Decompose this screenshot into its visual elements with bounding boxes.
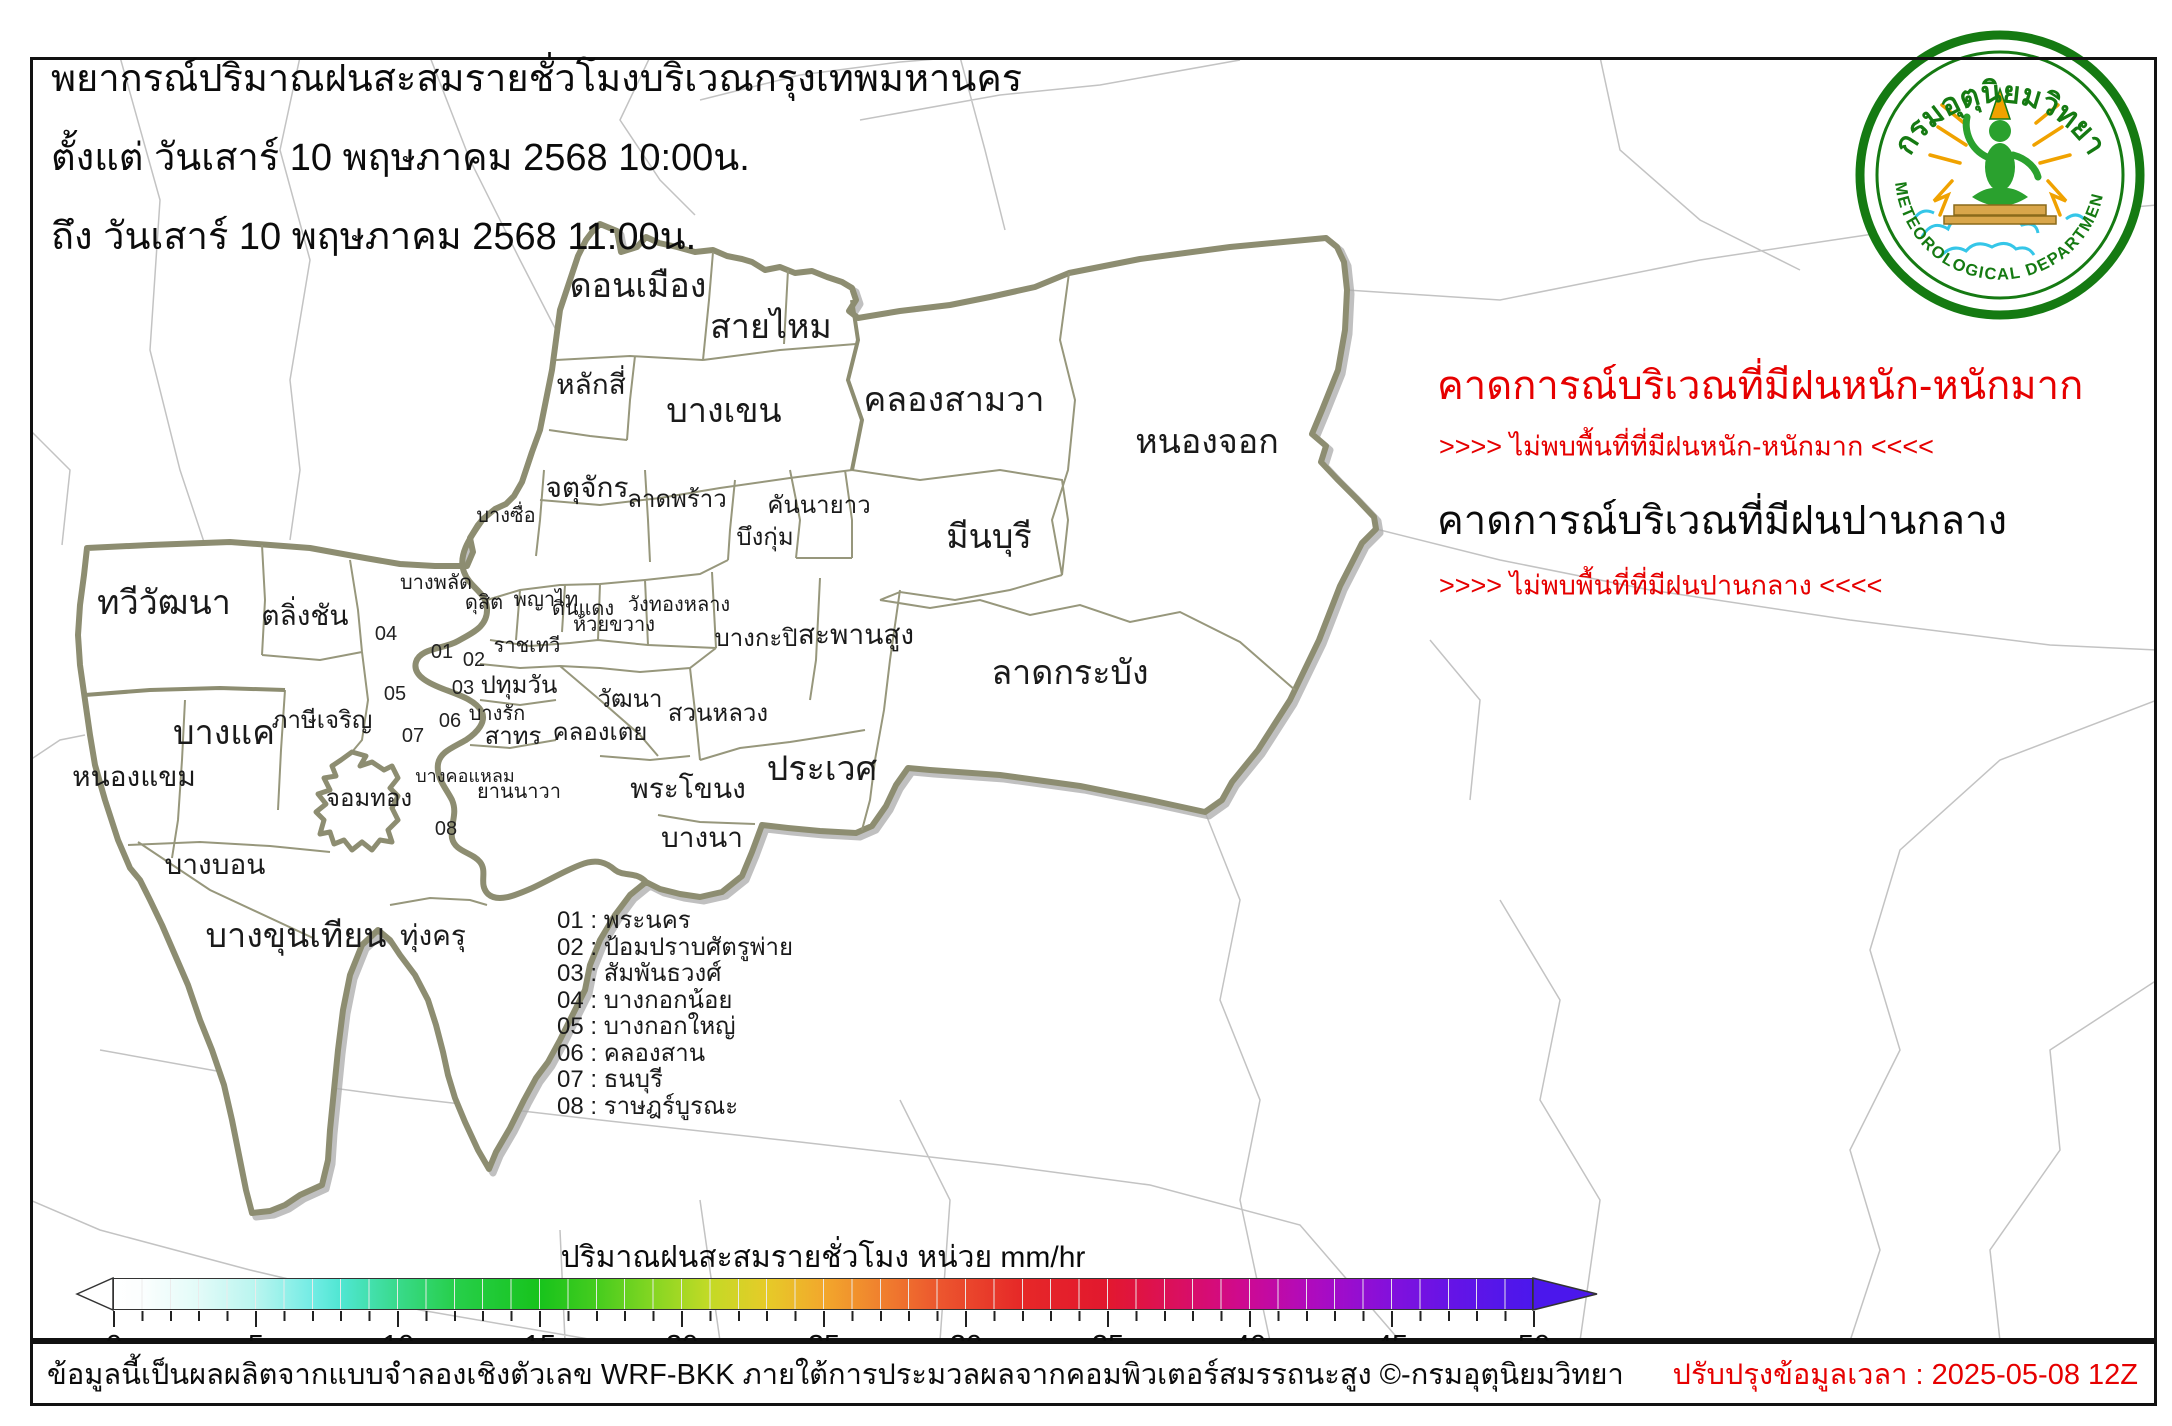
colorbar-left-arrow (75, 1276, 114, 1312)
district-label: สวนหลวง (668, 700, 768, 727)
district-label: ราชเทวี (494, 635, 561, 657)
district-label: คลองเตย (553, 719, 648, 746)
legend-row: 02 : ป้อมปราบศัตรูพ่าย (557, 933, 794, 961)
district-label: หนองจอก (1135, 423, 1279, 461)
legend-row: 03 : สัมพันธวงศ์ (557, 960, 722, 987)
district-number: 03 (452, 677, 474, 699)
chao-phraya-river-line (412, 517, 649, 901)
district-label: ทุ่งครุ (400, 920, 466, 953)
district-label: ลาดพร้าว (627, 486, 726, 513)
colorbar-right-arrow (1532, 1277, 1598, 1311)
district-number: 01 (431, 641, 453, 663)
district-label: ห้วยขวาง (573, 614, 655, 636)
bangkok-outer-boundary (75, 221, 1379, 1216)
district-label: สะพานสูง (798, 619, 914, 652)
district-label: จตุจักร (546, 472, 629, 505)
district-label: บางบอน (165, 849, 266, 880)
district-label: ดอนเมือง (570, 267, 707, 305)
district-label: หนองแขม (72, 761, 196, 792)
district-label: มีนบุรี (946, 518, 1032, 557)
page-title: พยากรณ์ปริมาณฝนสะสมรายชั่วโมงบริเวณกรุงเ… (51, 58, 1023, 100)
district-label: บางกะปิ (714, 625, 797, 652)
numbered-district-labels: 01 02 03 04 05 06 07 08 (375, 623, 485, 840)
legend-row: 07 : ธนบุรี (557, 1066, 663, 1093)
district-label: วัฒนา (597, 686, 662, 713)
heavy-rain-result: >>>> ไม่พบพื้นที่ที่มีฝนหนัก-หนักมาก <<<… (1439, 431, 1934, 462)
district-label: บางรัก (469, 703, 526, 725)
moderate-rain-heading: คาดการณ์บริเวณที่มีฝนปานกลาง (1437, 499, 2008, 543)
numbered-district-legend: 01 : พระนคร 02 : ป้อมปราบศัตรูพ่าย 03 : … (557, 907, 794, 1120)
district-label: หลักสี่ (556, 365, 626, 400)
tmd-logo: กรมอุตุนิยมวิทยา METEOROLOGICAL DEPARTME… (1855, 30, 2145, 320)
district-labels: ดอนเมือง สายไหม หลักสี่ บางเขน คลองสามวา… (72, 267, 1279, 956)
district-label: ปทุมวัน (481, 672, 558, 700)
district-label: บางคอแหลม (415, 766, 515, 786)
district-label: ทวีวัฒนา (97, 584, 231, 622)
footer-bar: ข้อมูลนี้เป็นผลผลิตจากแบบจำลองเชิงตัวเลข… (30, 1341, 2157, 1406)
legend-row: 01 : พระนคร (557, 907, 691, 934)
district-label: พระโขนง (630, 772, 746, 804)
legend-row: 08 : ราษฎร์บูรณะ (557, 1092, 739, 1120)
district-label: บางซื่อ (476, 501, 535, 527)
district-label: สาทร (485, 723, 542, 750)
district-number: 04 (375, 623, 397, 645)
district-number: 05 (384, 683, 406, 705)
logo-deity-icon (1943, 86, 2057, 225)
district-label: ดินแดง (552, 598, 614, 620)
province-boundary-lines (33, 60, 2154, 1338)
moderate-rain-result: >>>> ไม่พบพื้นที่ที่มีฝนปานกลาง <<<< (1439, 570, 1883, 601)
colorbar-gradient (113, 1278, 1533, 1310)
district-number: 02 (463, 649, 485, 671)
chom-thong-boundary (313, 749, 401, 853)
district-label: สายไหม (710, 307, 832, 346)
district-number: 06 (439, 710, 461, 732)
legend-row: 04 : บางกอกน้อย (557, 986, 733, 1014)
district-label: บางแค (173, 714, 275, 752)
district-label: จอมทอง (326, 785, 412, 812)
district-label: คลองสามวา (863, 381, 1044, 419)
district-label: พญาไท (514, 588, 579, 611)
district-label: วังทองหลาง (628, 594, 730, 616)
map-area: ดอนเมือง สายไหม หลักสี่ บางเขน คลองสามวา… (33, 60, 2154, 1338)
district-number: 08 (435, 818, 457, 840)
colorbar-unit-lines (114, 1279, 1532, 1309)
title-block: พยากรณ์ปริมาณฝนสะสมรายชั่วโมงบริเวณกรุงเ… (51, 40, 1022, 277)
district-label: คันนายาว (767, 492, 870, 519)
heavy-rain-heading: คาดการณ์บริเวณที่มีฝนหนัก-หนักมาก (1437, 364, 2084, 408)
forecast-start-time: ตั้งแต่ วันเสาร์ 10 พฤษภาคม 2568 10:00น. (51, 137, 750, 179)
district-borders-thick (84, 299, 865, 697)
district-label: ดุสิต (465, 592, 503, 615)
colorbar-title: ปริมาณฝนสะสมรายชั่วโมง หน่วย mm/hr (560, 1241, 1086, 1274)
district-borders-thin (127, 251, 1296, 939)
forecast-end-time: ถึง วันเสาร์ 10 พฤษภาคม 2568 11:00น. (51, 216, 697, 258)
district-label: ภาษีเจริญ (272, 707, 373, 734)
district-label: บึงกุ่ม (736, 524, 793, 552)
district-label: ตลิ่งชัน (261, 596, 348, 631)
colorbar-major-ticks (113, 1311, 1535, 1327)
footer-update-time: ปรับปรุงข้อมูลเวลา : 2025-05-08 12Z (1672, 1358, 2138, 1391)
logo-inner-ring (1875, 50, 2125, 300)
district-label: ลาดกระบัง (991, 654, 1148, 692)
footer-disclaimer: ข้อมูลนี้เป็นผลผลิตจากแบบจำลองเชิงตัวเลข… (47, 1358, 1624, 1391)
district-label: บางพลัด (400, 572, 472, 594)
district-label: บางเขน (666, 392, 781, 430)
legend-row: 05 : บางกอกใหญ่ (557, 1013, 736, 1040)
logo-rays-icon (1928, 103, 2072, 217)
district-number: 07 (402, 725, 424, 747)
district-label: ประเวศ (767, 750, 878, 788)
legend-row: 06 : คลองสาน (557, 1039, 706, 1067)
district-label: บางขุนเทียน (206, 917, 387, 956)
district-label: บางนา (661, 822, 743, 853)
district-label: ยานนาวา (477, 781, 561, 803)
